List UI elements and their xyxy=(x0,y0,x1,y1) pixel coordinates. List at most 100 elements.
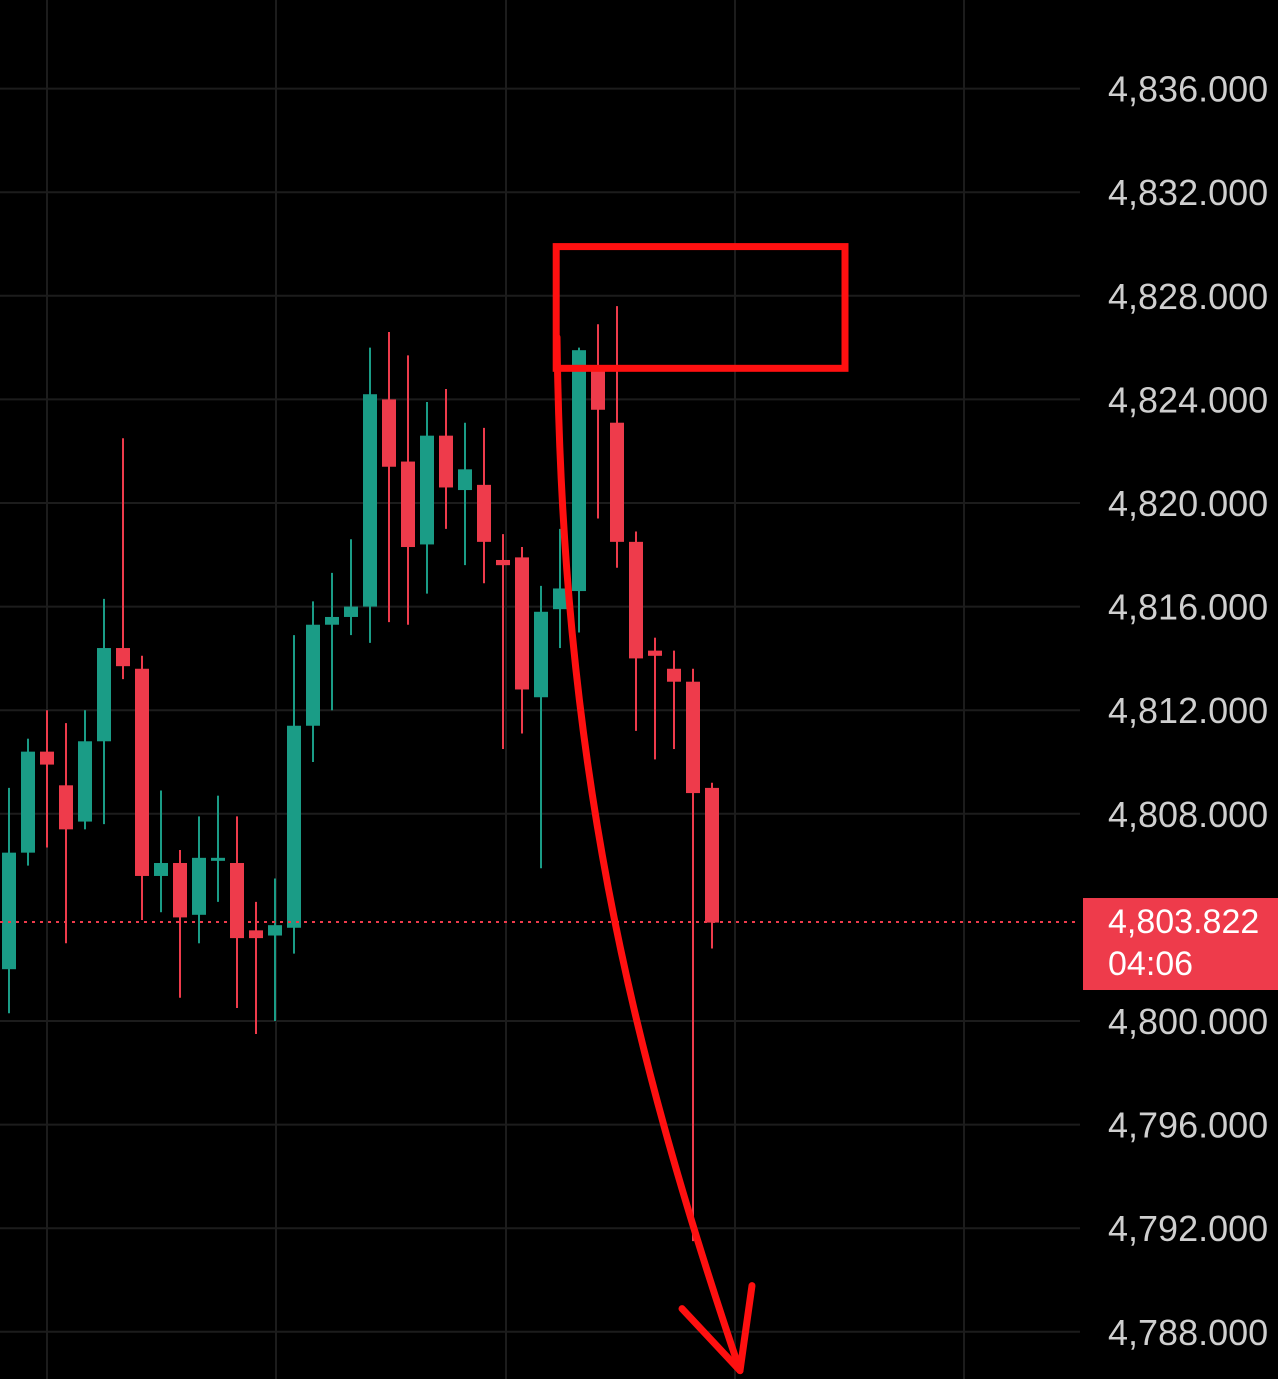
price-tick-label: 4,812.000 xyxy=(1108,690,1268,731)
candle[interactable] xyxy=(40,710,54,848)
candle-body xyxy=(363,394,377,607)
resistance-box[interactable] xyxy=(552,243,849,372)
candle[interactable] xyxy=(154,790,168,913)
candle-body xyxy=(667,668,681,682)
candle-body xyxy=(401,461,415,548)
price-tick-label: 4,832.000 xyxy=(1108,172,1268,213)
candle-body xyxy=(230,863,244,939)
price-tick-label: 4,800.000 xyxy=(1108,1001,1268,1042)
candle-body xyxy=(515,557,529,690)
candle-body xyxy=(268,925,282,936)
candle-body xyxy=(249,930,263,939)
candle-body xyxy=(439,435,453,488)
candle-body xyxy=(287,725,301,928)
candle[interactable] xyxy=(667,650,681,750)
candle-body xyxy=(648,650,662,656)
candle-body xyxy=(21,751,35,853)
arrow-head xyxy=(678,1282,756,1375)
price-tick-label: 4,796.000 xyxy=(1108,1105,1268,1146)
annotations-layer xyxy=(552,243,849,1375)
candle[interactable] xyxy=(2,787,16,1014)
candle[interactable] xyxy=(173,850,187,998)
candle[interactable] xyxy=(135,655,149,920)
candle[interactable] xyxy=(192,816,206,944)
candle[interactable] xyxy=(59,723,73,944)
candle-body xyxy=(420,435,434,545)
price-tick-label: 4,788.000 xyxy=(1108,1312,1268,1353)
candle[interactable] xyxy=(21,738,35,866)
candle-body xyxy=(572,350,586,592)
candle[interactable] xyxy=(477,427,491,584)
price-axis[interactable]: 4,788.000 4,792.000 4,796.000 4,800.000 4,80… xyxy=(1108,69,1268,1353)
candle[interactable] xyxy=(78,710,92,830)
candle-body xyxy=(192,857,206,915)
candle-body xyxy=(306,624,320,726)
candle[interactable] xyxy=(97,598,111,825)
candle-body xyxy=(154,863,168,876)
candle[interactable] xyxy=(686,668,700,1242)
candle[interactable] xyxy=(363,347,377,643)
candle[interactable] xyxy=(382,332,396,623)
candle-body xyxy=(325,616,339,625)
candle[interactable] xyxy=(515,547,529,734)
candle[interactable] xyxy=(230,816,244,1009)
downward-arrow[interactable] xyxy=(553,333,744,1375)
candle[interactable] xyxy=(591,324,605,519)
candle-body xyxy=(78,741,92,822)
candle[interactable] xyxy=(553,528,567,649)
candle[interactable] xyxy=(287,635,301,954)
candle-body xyxy=(553,588,567,610)
candle[interactable] xyxy=(534,585,548,869)
candle-body xyxy=(591,365,605,410)
candle-body xyxy=(534,611,548,698)
candle-body xyxy=(477,484,491,542)
price-tick-label: 4,808.000 xyxy=(1108,794,1268,835)
candle-body xyxy=(458,469,472,491)
candle[interactable] xyxy=(420,401,434,594)
candle[interactable] xyxy=(211,795,225,902)
current-price-value: 4,803.822 xyxy=(1108,903,1259,941)
candle[interactable] xyxy=(496,534,510,750)
candle[interactable] xyxy=(249,901,263,1034)
candle-body xyxy=(173,863,187,918)
candle-body xyxy=(116,648,130,667)
candle[interactable] xyxy=(268,878,282,1021)
price-tick-label: 4,816.000 xyxy=(1108,587,1268,628)
candle-countdown: 04:06 xyxy=(1108,945,1193,983)
candle-body xyxy=(40,751,54,765)
candle-body xyxy=(2,852,16,970)
price-tick-label: 4,792.000 xyxy=(1108,1208,1268,1249)
candle[interactable] xyxy=(116,438,130,680)
candle[interactable] xyxy=(344,539,358,636)
candle-body xyxy=(59,785,73,830)
candle[interactable] xyxy=(306,601,320,762)
candle-body xyxy=(705,787,719,923)
candle[interactable] xyxy=(610,306,624,568)
candle-body xyxy=(382,399,396,467)
candle-body xyxy=(211,857,225,861)
current-price-tag-background xyxy=(1083,898,1278,991)
candle[interactable] xyxy=(572,347,586,633)
candle-body xyxy=(97,648,111,742)
candle[interactable] xyxy=(629,531,643,731)
candle[interactable] xyxy=(325,572,339,711)
candle-body xyxy=(610,422,624,542)
candle[interactable] xyxy=(648,637,662,760)
price-tick-label: 4,824.000 xyxy=(1108,379,1268,420)
candle[interactable] xyxy=(439,389,453,529)
current-price-tag: 4,803.822 04:06 xyxy=(1083,898,1278,991)
candle-body xyxy=(496,559,510,566)
price-tick-label: 4,828.000 xyxy=(1108,276,1268,317)
candle[interactable] xyxy=(401,355,415,625)
candle-body xyxy=(344,606,358,617)
price-tick-label: 4,820.000 xyxy=(1108,483,1268,524)
candle-body xyxy=(686,681,700,794)
candle[interactable] xyxy=(458,422,472,566)
candle-body xyxy=(135,668,149,876)
candle[interactable] xyxy=(705,782,719,949)
candle-body xyxy=(629,541,643,659)
price-tick-label: 4,836.000 xyxy=(1108,69,1268,110)
candles-layer xyxy=(2,306,719,1242)
